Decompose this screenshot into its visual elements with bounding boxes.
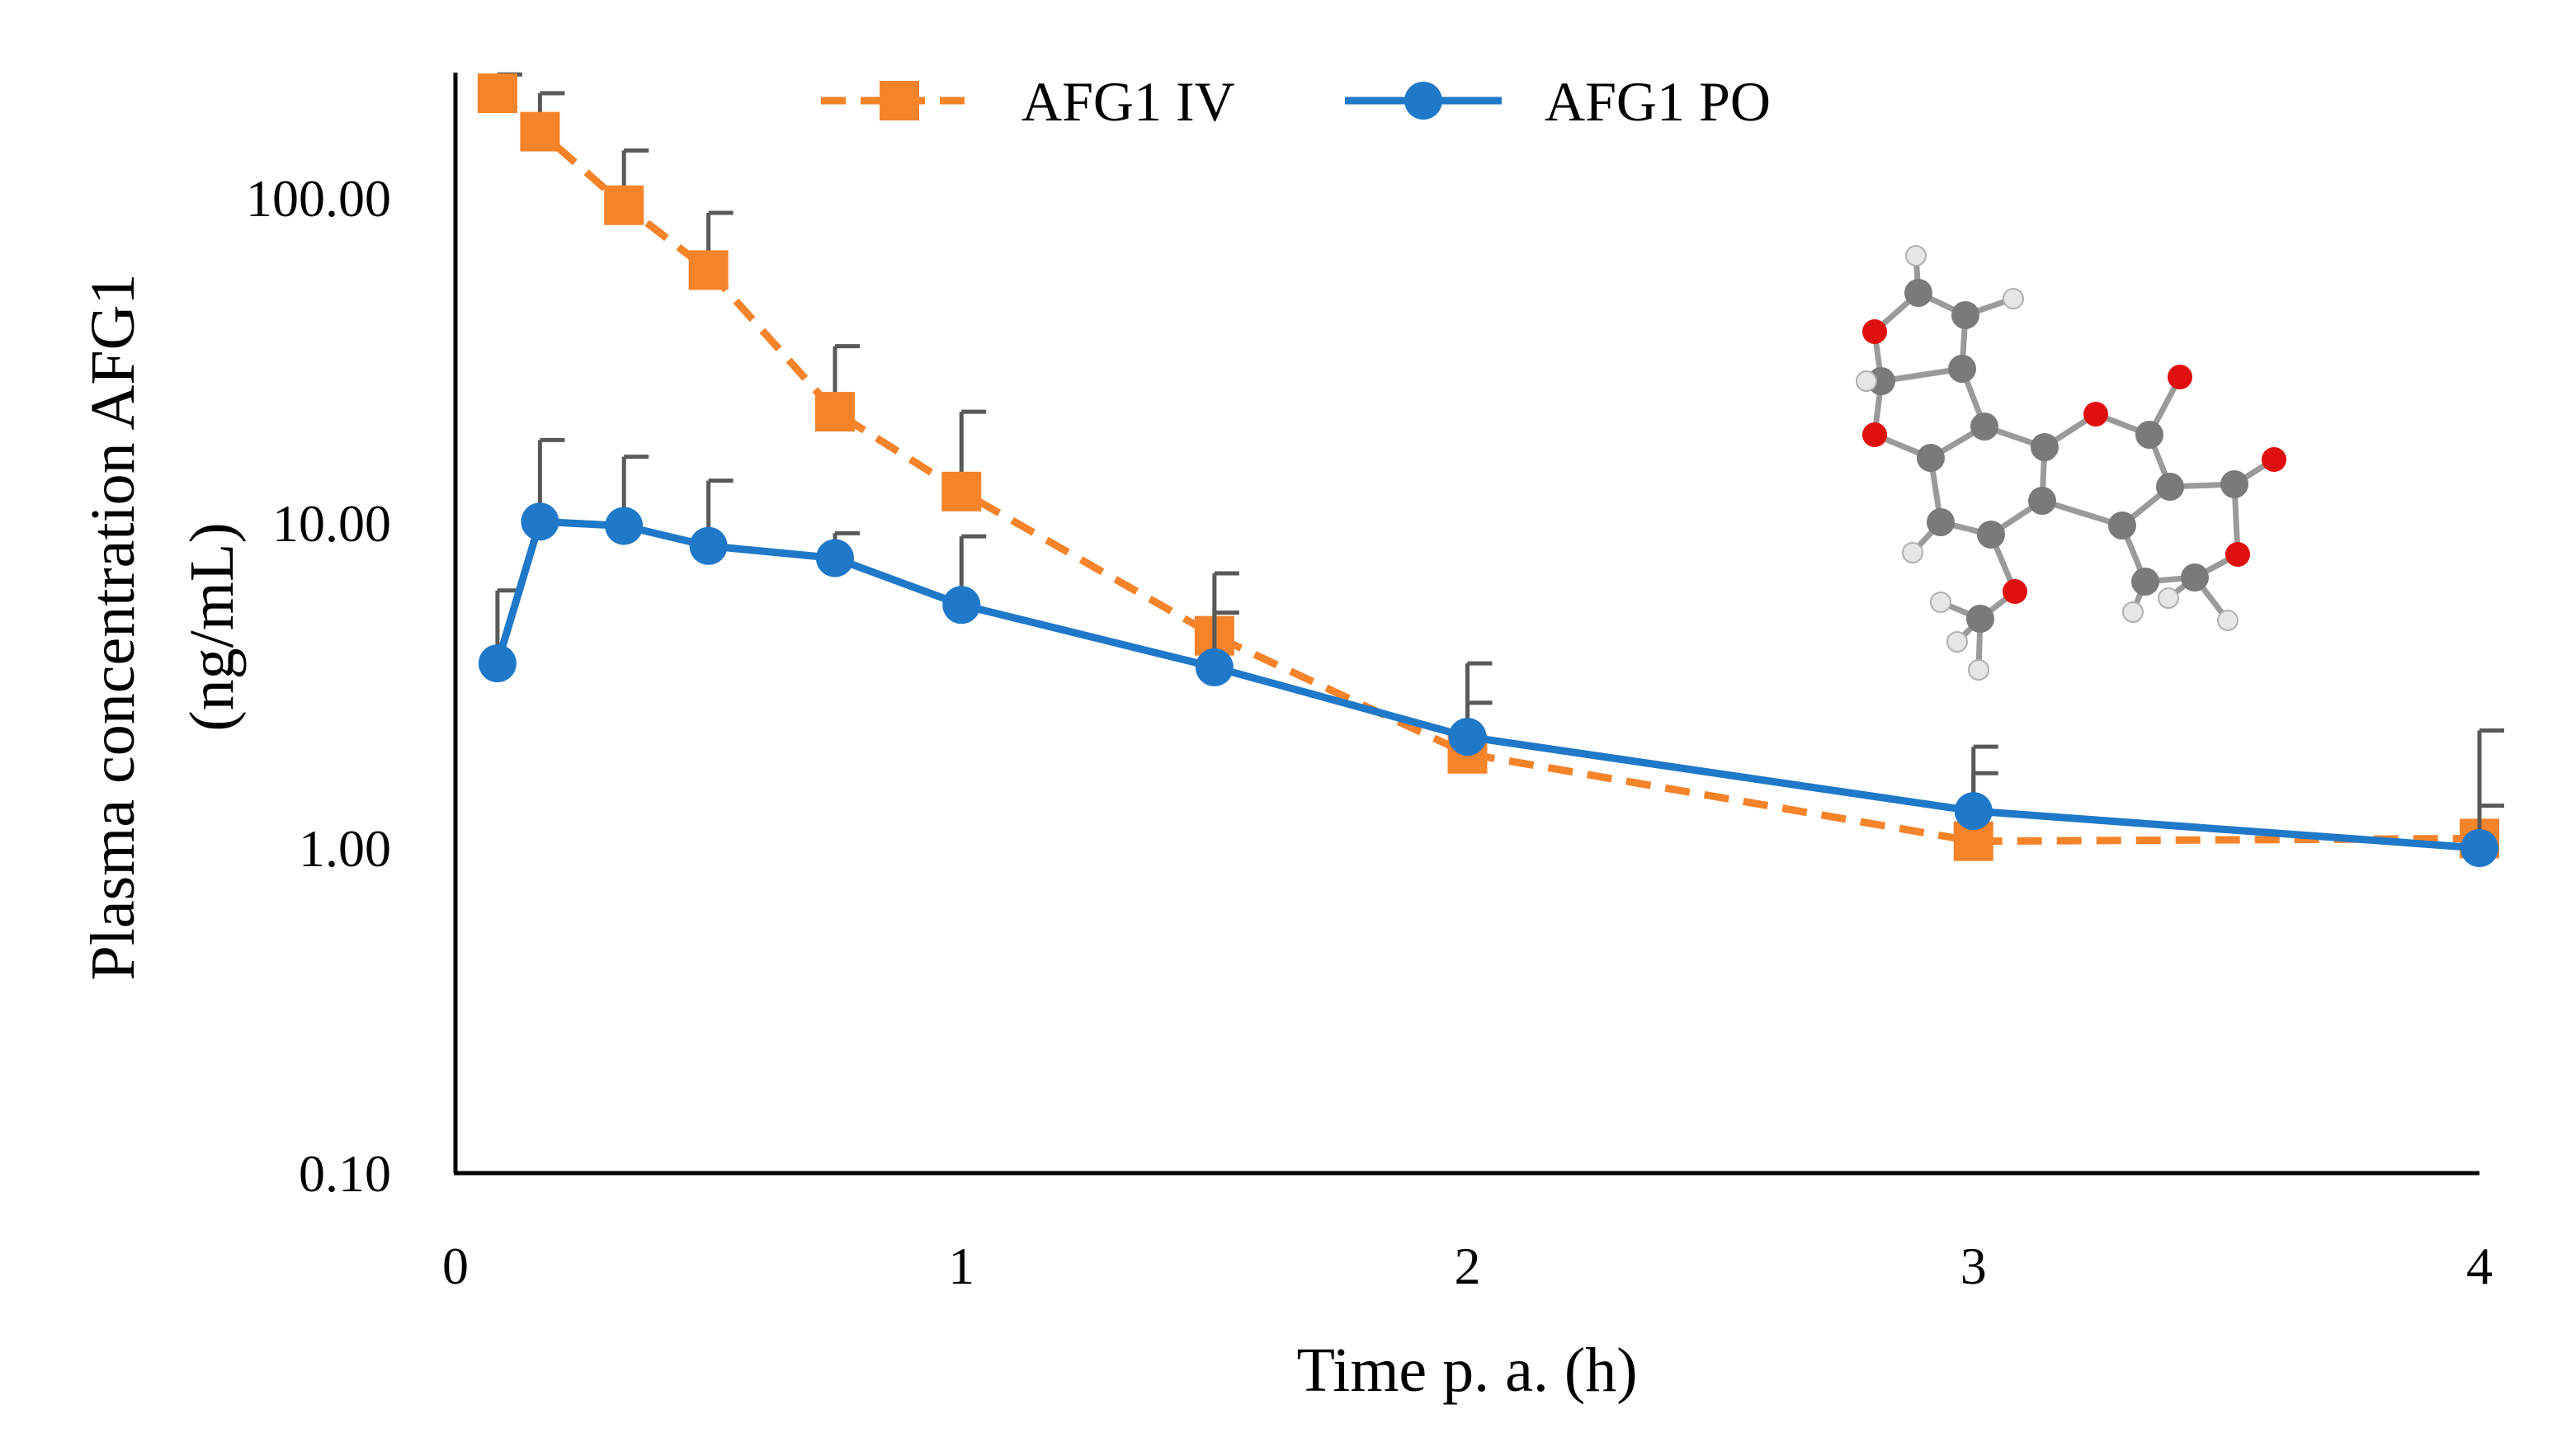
molecule-structure-image bbox=[1856, 245, 2286, 681]
axes bbox=[453, 73, 2479, 1176]
molecule-atom bbox=[2181, 563, 2209, 592]
molecule-atom bbox=[2220, 470, 2248, 498]
molecule-atom bbox=[2028, 487, 2056, 515]
data-point-iv bbox=[477, 73, 517, 114]
x-tick-label: 1 bbox=[948, 1237, 974, 1295]
y-axis-title: Plasma concentration AFG1 (ng/mL) bbox=[78, 274, 247, 981]
molecule-atom bbox=[2122, 601, 2144, 623]
data-point-po bbox=[1448, 718, 1487, 756]
x-tick-labels: 0 1 2 3 4 bbox=[442, 1237, 2493, 1295]
molecule-atom bbox=[2003, 579, 2027, 604]
molecule-atom bbox=[1948, 355, 1976, 383]
molecule-atom bbox=[2083, 402, 2108, 427]
y-tick-label: 1.00 bbox=[299, 819, 391, 878]
molecule-atom bbox=[1927, 508, 1955, 536]
molecule-atom bbox=[2108, 511, 2136, 540]
data-point-iv bbox=[520, 111, 560, 152]
data-point-iv bbox=[941, 471, 982, 511]
y-tick-label: 0.10 bbox=[299, 1144, 391, 1203]
molecule-atom bbox=[2217, 610, 2239, 631]
molecule-atom bbox=[2168, 365, 2192, 389]
molecule-atom bbox=[1862, 422, 1887, 447]
molecule-atom bbox=[1951, 301, 1979, 329]
molecule-atom bbox=[2225, 542, 2250, 567]
data-point-iv bbox=[604, 185, 644, 225]
legend-item-po: AFG1 PO bbox=[1345, 70, 1771, 133]
molecule-atom bbox=[1904, 279, 1932, 307]
data-point-po bbox=[815, 539, 854, 577]
data-point-po bbox=[1954, 792, 1993, 831]
data-point-po bbox=[689, 526, 728, 565]
x-axis-title: Time p. a. (h) bbox=[1296, 1336, 1637, 1405]
molecule-atom bbox=[1902, 542, 1923, 563]
x-tick-label: 2 bbox=[1455, 1237, 1481, 1295]
data-point-iv bbox=[814, 392, 855, 432]
series-line-po bbox=[493, 517, 2480, 852]
y-tick-label: 10.00 bbox=[272, 494, 391, 553]
data-point-po bbox=[942, 586, 981, 625]
legend-marker bbox=[1404, 82, 1442, 120]
legend: AFG1 IV AFG1 PO bbox=[821, 70, 1771, 133]
molecule-atom bbox=[1946, 631, 1968, 653]
data-point-po bbox=[605, 507, 644, 545]
y-axis-title-line-2: (ng/mL) bbox=[177, 522, 247, 731]
molecule-atom bbox=[2131, 568, 2159, 596]
data-point-po bbox=[2460, 829, 2498, 867]
x-tick-label: 3 bbox=[1960, 1237, 1987, 1295]
molecule-atom bbox=[2031, 433, 2059, 461]
molecule-atom bbox=[1905, 245, 1927, 266]
series-line-iv bbox=[494, 90, 2480, 846]
legend-item-iv: AFG1 IV bbox=[821, 70, 1235, 133]
molecule-atom bbox=[2158, 587, 2179, 609]
molecule-atom bbox=[1966, 605, 1994, 633]
series-layer bbox=[477, 72, 2504, 867]
molecule-atom bbox=[1930, 592, 1951, 613]
molecule-atom bbox=[1968, 659, 1989, 681]
molecule-atom bbox=[1917, 444, 1945, 472]
data-point-po bbox=[478, 644, 517, 683]
molecule-atom bbox=[1970, 412, 1998, 441]
data-point-po bbox=[1195, 648, 1234, 686]
series-po bbox=[478, 437, 2504, 867]
y-axis-title-line-1: Plasma concentration AFG1 bbox=[78, 274, 148, 981]
y-tick-labels: 0.10 1.00 10.00 100.00 bbox=[246, 169, 391, 1203]
x-tick-label: 0 bbox=[442, 1237, 469, 1295]
y-tick-label: 100.00 bbox=[246, 169, 391, 228]
legend-marker bbox=[880, 81, 919, 120]
molecule-atom bbox=[2135, 421, 2163, 449]
data-point-iv bbox=[688, 250, 729, 290]
molecule-atom bbox=[1862, 319, 1887, 344]
molecule-atom bbox=[2156, 473, 2184, 501]
molecule-atom bbox=[2262, 447, 2286, 472]
legend-label-iv: AFG1 IV bbox=[1021, 70, 1235, 133]
data-point-po bbox=[521, 502, 559, 541]
molecule-atom bbox=[2003, 288, 2024, 309]
legend-label-po: AFG1 PO bbox=[1545, 70, 1771, 133]
molecule-atom bbox=[1856, 370, 1877, 392]
x-tick-label: 4 bbox=[2466, 1237, 2493, 1295]
molecule-atom bbox=[1977, 521, 2005, 549]
